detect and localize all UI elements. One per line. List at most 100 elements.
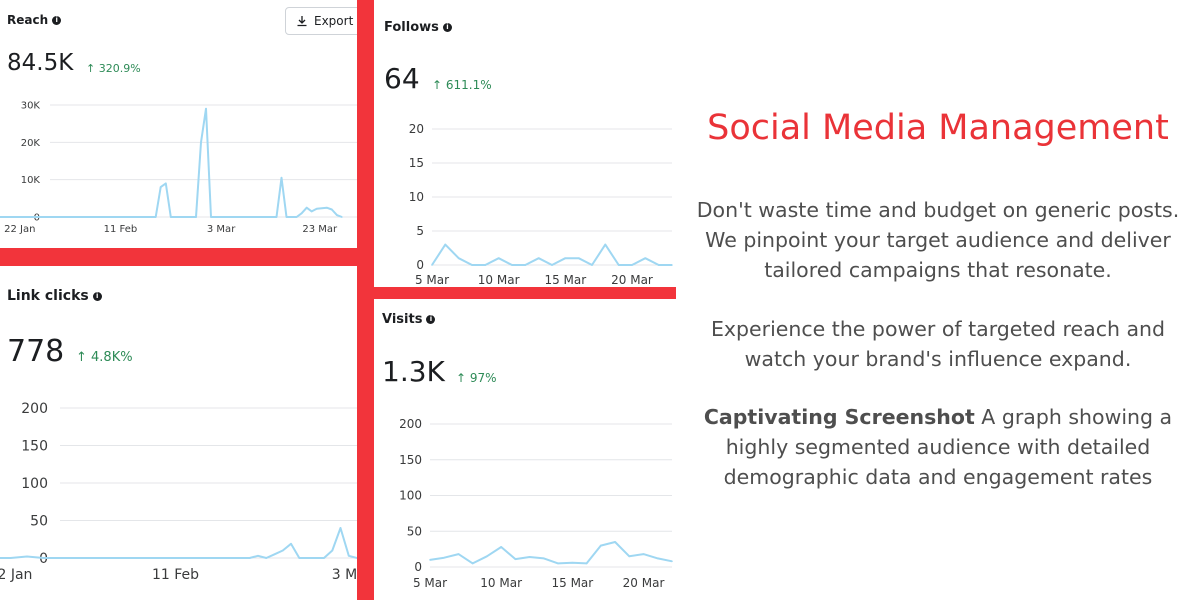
follows-title-text: Follows — [384, 20, 439, 35]
reach-panel: Reach i Export 84.5K ↑ 320.9% 0 10K 20K 30K 2… — [0, 0, 357, 248]
visits-panel: Visits i 1.3K ↑ 97% 0 50 100 150 200 5 Mar 10 M… — [374, 299, 676, 600]
data-point — [114, 216, 117, 218]
data-point — [248, 557, 251, 559]
data-point — [642, 553, 645, 555]
data-point — [290, 542, 292, 545]
data-point — [331, 549, 334, 552]
x-tick-label: 20 Mar — [623, 576, 665, 590]
x-tick-label: 11 Feb — [152, 567, 199, 583]
data-point — [585, 562, 588, 565]
data-point — [591, 264, 593, 266]
info-icon[interactable]: i — [426, 315, 436, 324]
data-point — [315, 207, 318, 210]
series-line — [0, 527, 357, 559]
data-point — [257, 554, 259, 557]
data-point — [336, 214, 338, 216]
arrow-up-icon: ↑ — [86, 62, 99, 75]
data-point — [604, 243, 607, 246]
series-line — [431, 243, 672, 266]
data-point — [657, 264, 660, 266]
data-point — [537, 257, 540, 260]
info-icon[interactable]: i — [442, 23, 452, 32]
y-tick-label: 200 — [399, 417, 422, 431]
y-tick-label: 100 — [21, 476, 48, 492]
data-point — [443, 556, 446, 559]
data-point — [341, 216, 343, 218]
y-tick-label: 20 — [409, 122, 424, 136]
x-tick-label: 15 Mar — [544, 273, 586, 287]
data-point — [564, 257, 567, 260]
x-tick-label: 5 Mar — [415, 273, 449, 287]
y-tick-label: 150 — [399, 453, 422, 467]
link-clicks-title: Link clicks i — [7, 288, 102, 304]
paragraph-3: Captivating Screenshot A graph showing a… — [686, 402, 1190, 492]
paragraph-3-rest: A graph showing a highly segmented audie… — [723, 405, 1173, 489]
x-tick-label: 11 Feb — [104, 224, 138, 235]
y-tick-label: 0 — [414, 560, 422, 574]
data-point — [429, 559, 431, 561]
data-point — [644, 257, 647, 260]
data-point — [614, 541, 616, 543]
data-point — [671, 560, 673, 563]
visits-change: ↑ 97% — [456, 371, 497, 385]
data-point — [551, 264, 553, 266]
data-point — [281, 549, 284, 552]
data-point — [356, 557, 357, 559]
series-line — [0, 107, 343, 218]
reach-total: 84.5K — [7, 50, 74, 76]
info-icon[interactable]: i — [92, 291, 102, 301]
data-point — [69, 216, 71, 218]
follows-total: 64 — [384, 62, 420, 95]
link-clicks-change-value: 4.8K% — [91, 350, 133, 365]
export-button[interactable]: Export — [285, 7, 357, 35]
data-point — [500, 546, 502, 548]
data-point — [444, 243, 447, 246]
y-tick-label: 15 — [409, 156, 424, 170]
y-tick-label: 50 — [30, 513, 48, 529]
data-point — [164, 182, 167, 185]
data-point — [323, 557, 325, 559]
data-point — [42, 557, 45, 559]
data-point — [210, 216, 212, 218]
data-point — [671, 264, 673, 266]
data-point — [9, 557, 12, 559]
data-point — [577, 257, 580, 260]
y-tick-label: 10 — [409, 190, 424, 204]
visits-chart: 0 50 100 150 200 5 Mar 10 Mar 15 Mar 20 Mar — [399, 417, 673, 590]
data-point — [339, 527, 342, 529]
data-point — [484, 264, 487, 266]
follows-panel: Follows i 64 ↑ 611.1% 0 5 10 15 20 5 Mar 10 Mar… — [374, 0, 676, 287]
visits-change-value: 97% — [469, 371, 497, 385]
data-point — [557, 562, 559, 565]
reach-change: ↑ 320.9% — [86, 62, 141, 75]
charts-collage: Reach i Export 84.5K ↑ 320.9% 0 10K 20K 30K 2… — [0, 0, 676, 600]
y-tick-label: 5 — [416, 224, 424, 238]
series-line — [429, 541, 673, 565]
info-icon[interactable]: i — [52, 16, 62, 25]
y-tick-label: 30K — [21, 101, 41, 112]
data-point — [205, 107, 207, 110]
data-point — [347, 554, 350, 557]
y-tick-label: 150 — [21, 438, 48, 454]
y-tick-label: 100 — [399, 489, 422, 503]
data-point — [331, 208, 333, 211]
x-tick-label: 3 M — [332, 567, 357, 583]
data-point — [543, 557, 545, 560]
data-point — [169, 216, 172, 218]
data-point — [215, 216, 217, 218]
export-label: Export — [314, 14, 354, 28]
data-point — [273, 553, 276, 556]
follows-chart: 0 5 10 15 20 5 Mar 10 Mar 15 Mar 20 Mar — [409, 122, 673, 287]
data-point — [514, 558, 517, 560]
data-point — [471, 264, 473, 266]
y-tick-label: 200 — [21, 401, 48, 417]
x-tick-label: 10 Mar — [480, 576, 522, 590]
data-point — [457, 553, 460, 555]
data-point — [326, 206, 328, 209]
visits-title: Visits i — [382, 312, 436, 327]
y-tick-label: 10K — [21, 175, 41, 186]
data-point — [528, 556, 531, 558]
arrow-up-icon: ↑ — [456, 371, 470, 385]
